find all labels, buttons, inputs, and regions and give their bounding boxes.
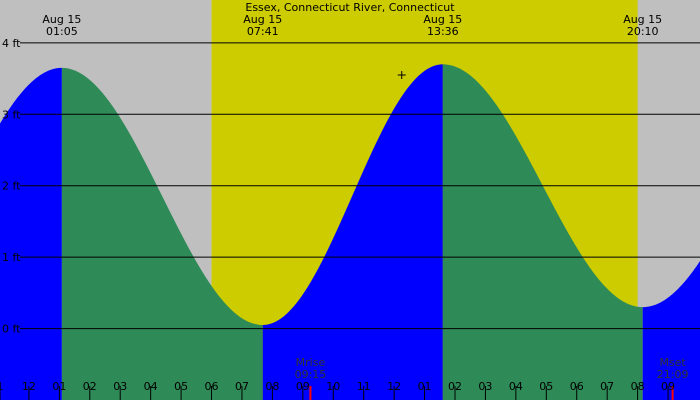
hour-tick-label: 01	[418, 380, 432, 393]
hour-tick-label: 12	[387, 380, 401, 393]
hour-tick-label: 04	[144, 380, 158, 393]
hour-tick-label: 08	[265, 380, 279, 393]
label-layer: 4 ft 3 ft 2 ft 1 ft 0 ft 1 12 01 02 03 04 05 06 07 08 0…	[0, 1, 688, 393]
hour-tick-label: 12	[22, 380, 36, 393]
extreme-time-label: 13:36	[427, 25, 459, 38]
falling-tide-segment	[61, 67, 263, 400]
hour-tick-label: 08	[631, 380, 645, 393]
hour-tick-label: 04	[509, 380, 523, 393]
hour-tick-label: 03	[478, 380, 492, 393]
rising-tide-segment	[0, 67, 62, 400]
hour-tick-label: 10	[326, 380, 340, 393]
hour-tick-label: 09	[296, 380, 310, 393]
moon-event-time: 09:15	[295, 368, 327, 381]
rising-tide-segment	[642, 261, 700, 400]
hour-tick-label: 02	[448, 380, 462, 393]
y-tick-label: 4 ft	[2, 37, 21, 50]
hour-tick-label: 07	[235, 380, 249, 393]
hour-tick-label: 07	[600, 380, 614, 393]
y-tick-label: 1 ft	[2, 251, 21, 264]
hour-tick-label: 11	[357, 380, 371, 393]
hour-tick-label: 01	[52, 380, 66, 393]
hour-tick-label: 03	[113, 380, 127, 393]
y-tick-label: 0 ft	[2, 323, 21, 336]
hour-tick-label: 1	[0, 380, 4, 393]
extreme-date-label: Aug 15	[423, 13, 462, 26]
falling-tide-segment	[442, 64, 643, 400]
moon-event-label: Mrise	[296, 356, 326, 369]
hour-tick-label: 02	[83, 380, 97, 393]
moon-event-time: 21:09	[657, 368, 689, 381]
extreme-date-label: Aug 15	[42, 13, 81, 26]
y-tick-label: 3 ft	[2, 108, 21, 121]
extreme-time-label: 07:41	[247, 25, 279, 38]
extreme-time-label: 20:10	[627, 25, 659, 38]
extreme-date-label: Aug 15	[623, 13, 662, 26]
hour-tick-label: 05	[539, 380, 553, 393]
gridline-layer	[20, 42, 700, 330]
y-tick-label: 2 ft	[2, 180, 21, 193]
extreme-time-label: 01:05	[46, 25, 78, 38]
hour-tick-layer	[0, 386, 674, 400]
moon-event-label: Mset	[659, 356, 686, 369]
tide-area-layer	[0, 64, 700, 400]
extreme-date-label: Aug 15	[243, 13, 282, 26]
hour-tick-label: 06	[570, 380, 584, 393]
hour-tick-label: 06	[205, 380, 219, 393]
hour-tick-label: 05	[174, 380, 188, 393]
hour-tick-label: 09	[661, 380, 675, 393]
chart-title: Essex, Connecticut River, Connecticut	[245, 1, 455, 14]
rising-tide-segment	[262, 64, 443, 400]
